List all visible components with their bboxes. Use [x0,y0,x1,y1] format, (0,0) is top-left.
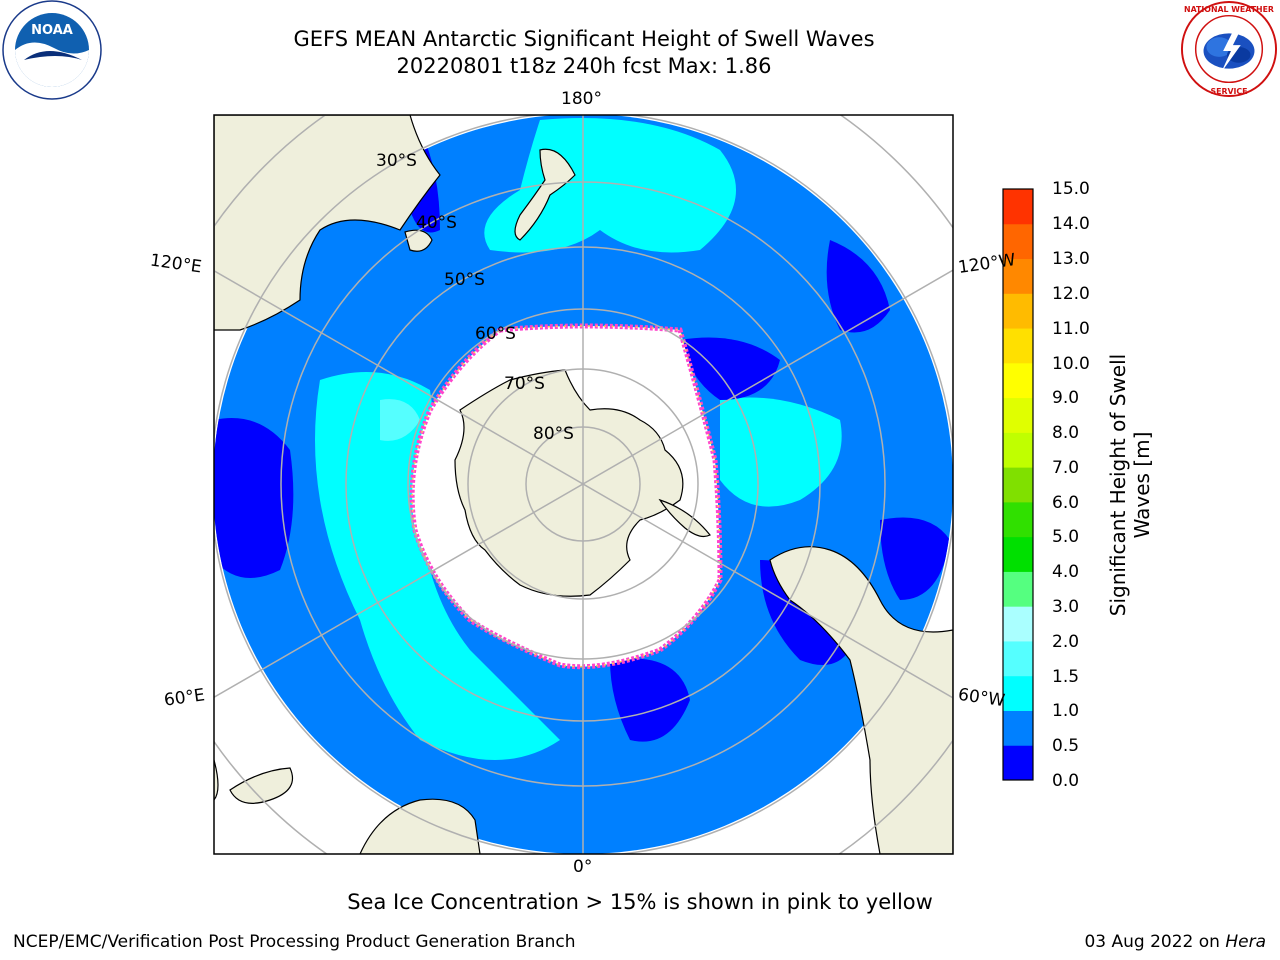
swell-area-cyan [315,372,560,760]
colorbar-segment [1003,397,1033,433]
lat-label-80s: 80°S [533,424,574,444]
footer-date: 03 Aug 2022 on Hera [1084,932,1266,952]
colorbar-segment [1003,536,1033,572]
swell-area-cyan [720,397,842,507]
nws-logo: NATIONAL WEATHER SERVICE [1180,0,1278,98]
sea-ice-note: Sea Ice Concentration > 15% is shown in … [347,890,933,914]
colorbar-tick: 7.0 [1052,458,1080,478]
colorbar-segment [1003,606,1033,642]
colorbar [1003,189,1033,781]
colorbar-segment [1003,293,1033,329]
colorbar-segment [1003,362,1033,399]
colorbar-tick: 1.5 [1052,667,1080,687]
noaa-logo: NOAA [2,0,102,100]
sea-ice-edge-yellow [411,325,721,668]
colorbar-segment [1003,675,1033,711]
colorbar-segment [1003,258,1033,294]
colorbar-tick: 12.0 [1052,284,1090,304]
colorbar-segment [1003,328,1033,364]
footer-host: Hera [1225,932,1266,952]
svg-text:SERVICE: SERVICE [1210,87,1247,96]
footer-date-text: 03 Aug 2022 on [1084,932,1226,952]
land-australia [214,115,441,331]
colorbar-tick: 14.0 [1052,214,1090,234]
swell-area-low [214,418,294,578]
colorbar-tick: 6.0 [1052,493,1080,513]
colorbar-segment [1003,467,1033,503]
colorbar-segment [1003,710,1033,746]
lat-label-60s: 60°S [475,324,516,344]
swell-area-low [880,517,950,600]
colorbar-tick: 5.0 [1052,527,1080,547]
land-africa [359,798,481,854]
lat-label-50s: 50°S [444,270,485,290]
colorbar-segment [1003,501,1033,538]
lat-label-70s: 70°S [504,374,545,394]
swell-area-light [380,399,420,441]
chart-subtitle: 20220801 t18z 240h fcst Max: 1.86 [396,54,772,78]
colorbar-segment [1003,189,1033,225]
land-new-zealand [514,148,576,241]
colorbar-label: Significant Height of Swell Waves [m] [1106,353,1154,617]
colorbar-segment [1003,223,1033,260]
chart-title: GEFS MEAN Antarctic Significant Height o… [293,27,875,51]
land-antarctic-peninsula [658,498,711,538]
colorbar-tick: 1.0 [1052,701,1080,721]
colorbar-frame [1002,188,1034,781]
colorbar-tick: 8.0 [1052,423,1080,443]
colorbar-tick: 9.0 [1052,388,1080,408]
colorbar-tick: 13.0 [1052,249,1090,269]
lon-label-180: 180° [561,89,602,109]
colorbar-tick: 11.0 [1052,319,1090,339]
svg-text:NOAA: NOAA [31,23,73,38]
colorbar-tick: 10.0 [1052,354,1090,374]
land-antarctica [454,369,684,597]
footer-credit: NCEP/EMC/Verification Post Processing Pr… [13,932,576,952]
colorbar-segment [1003,640,1033,677]
colorbar-tick: 3.0 [1052,597,1080,617]
colorbar-tick: 4.0 [1052,562,1080,582]
colorbar-tick: 0.0 [1052,771,1080,791]
map-frame [213,114,954,855]
lat-label-30s: 30°S [376,151,417,171]
lat-label-40s: 40°S [416,213,457,233]
swell-area-low [610,658,690,742]
swell-area-low [826,240,890,333]
lon-label-0: 0° [573,857,593,877]
colorbar-tick: 0.5 [1052,736,1080,756]
colorbar-tick: 15.0 [1052,179,1090,199]
colorbar-segment [1003,432,1033,468]
longitude-gridlines [214,115,953,854]
svg-text:NATIONAL WEATHER: NATIONAL WEATHER [1184,5,1274,14]
colorbar-segment [1003,571,1033,607]
colorbar-segment [1003,745,1033,781]
land-madagascar [229,767,294,804]
colorbar-tick: 2.0 [1052,632,1080,652]
